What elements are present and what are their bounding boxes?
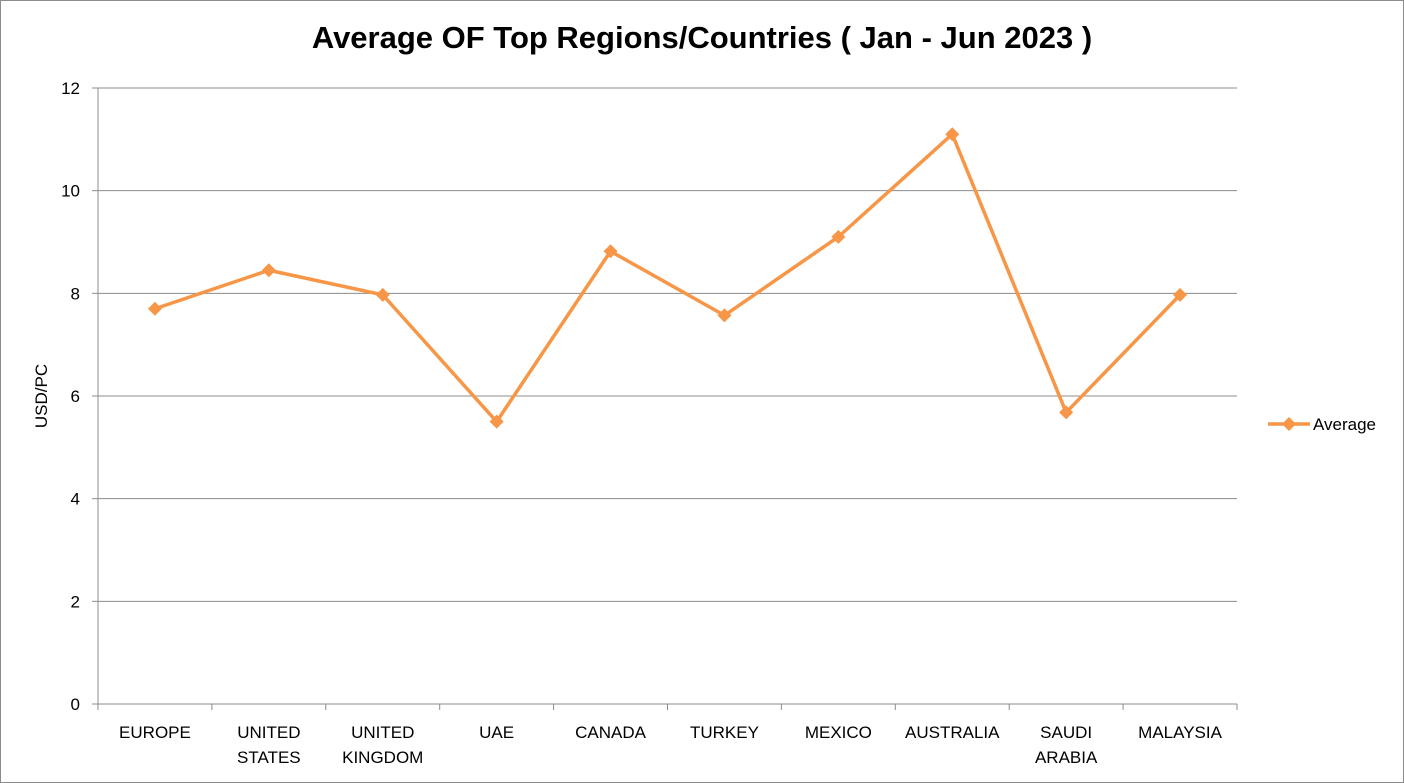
series-average <box>147 127 1188 429</box>
x-tick-label: EUROPE <box>119 723 191 742</box>
data-point <box>261 263 276 278</box>
legend-label: Average <box>1313 415 1376 434</box>
data-point <box>147 301 162 316</box>
legend-marker <box>1282 417 1296 431</box>
x-tick-label: MEXICO <box>805 723 872 742</box>
x-tick-label: UNITED STATES <box>237 723 301 767</box>
x-tick-label: AUSTRALIA <box>905 723 1000 742</box>
chart-title: Average OF Top Regions/Countries ( Jan -… <box>311 20 1093 55</box>
x-tick-label: CANADA <box>575 723 647 742</box>
y-tick-labels: 0 2 4 6 8 10 12 <box>61 79 80 714</box>
data-point <box>603 244 618 259</box>
x-tick-label: MALAYSIA <box>1138 723 1222 742</box>
x-tick-label: SAUDI ARABIA <box>1035 723 1098 767</box>
series-line <box>154 132 1182 424</box>
data-point <box>489 414 504 429</box>
y-tick-label: 0 <box>71 695 80 714</box>
data-point <box>1059 405 1074 420</box>
y-tick-label: 12 <box>61 79 80 98</box>
x-tick-label: TURKEY <box>690 723 759 742</box>
data-point <box>375 287 390 302</box>
y-tick-label: 4 <box>71 490 80 509</box>
y-tick-label: 10 <box>61 182 80 201</box>
legend: Average <box>1268 415 1376 434</box>
data-point <box>945 127 960 142</box>
data-point <box>1173 287 1188 302</box>
data-point <box>831 229 846 244</box>
axes <box>92 87 1238 710</box>
gridlines <box>98 87 1237 602</box>
y-axis-title: USD/PC <box>32 364 51 428</box>
y-tick-label: 8 <box>71 284 80 303</box>
data-point <box>717 308 732 323</box>
y-tick-label: 6 <box>71 387 80 406</box>
y-tick-label: 2 <box>71 592 80 611</box>
x-tick-labels: EUROPE UNITED STATES UNITED KINGDOM UAE CANADA… <box>119 723 1223 767</box>
x-tick-label: UAE <box>479 723 514 742</box>
x-tick-label: UNITED KINGDOM <box>342 723 423 767</box>
